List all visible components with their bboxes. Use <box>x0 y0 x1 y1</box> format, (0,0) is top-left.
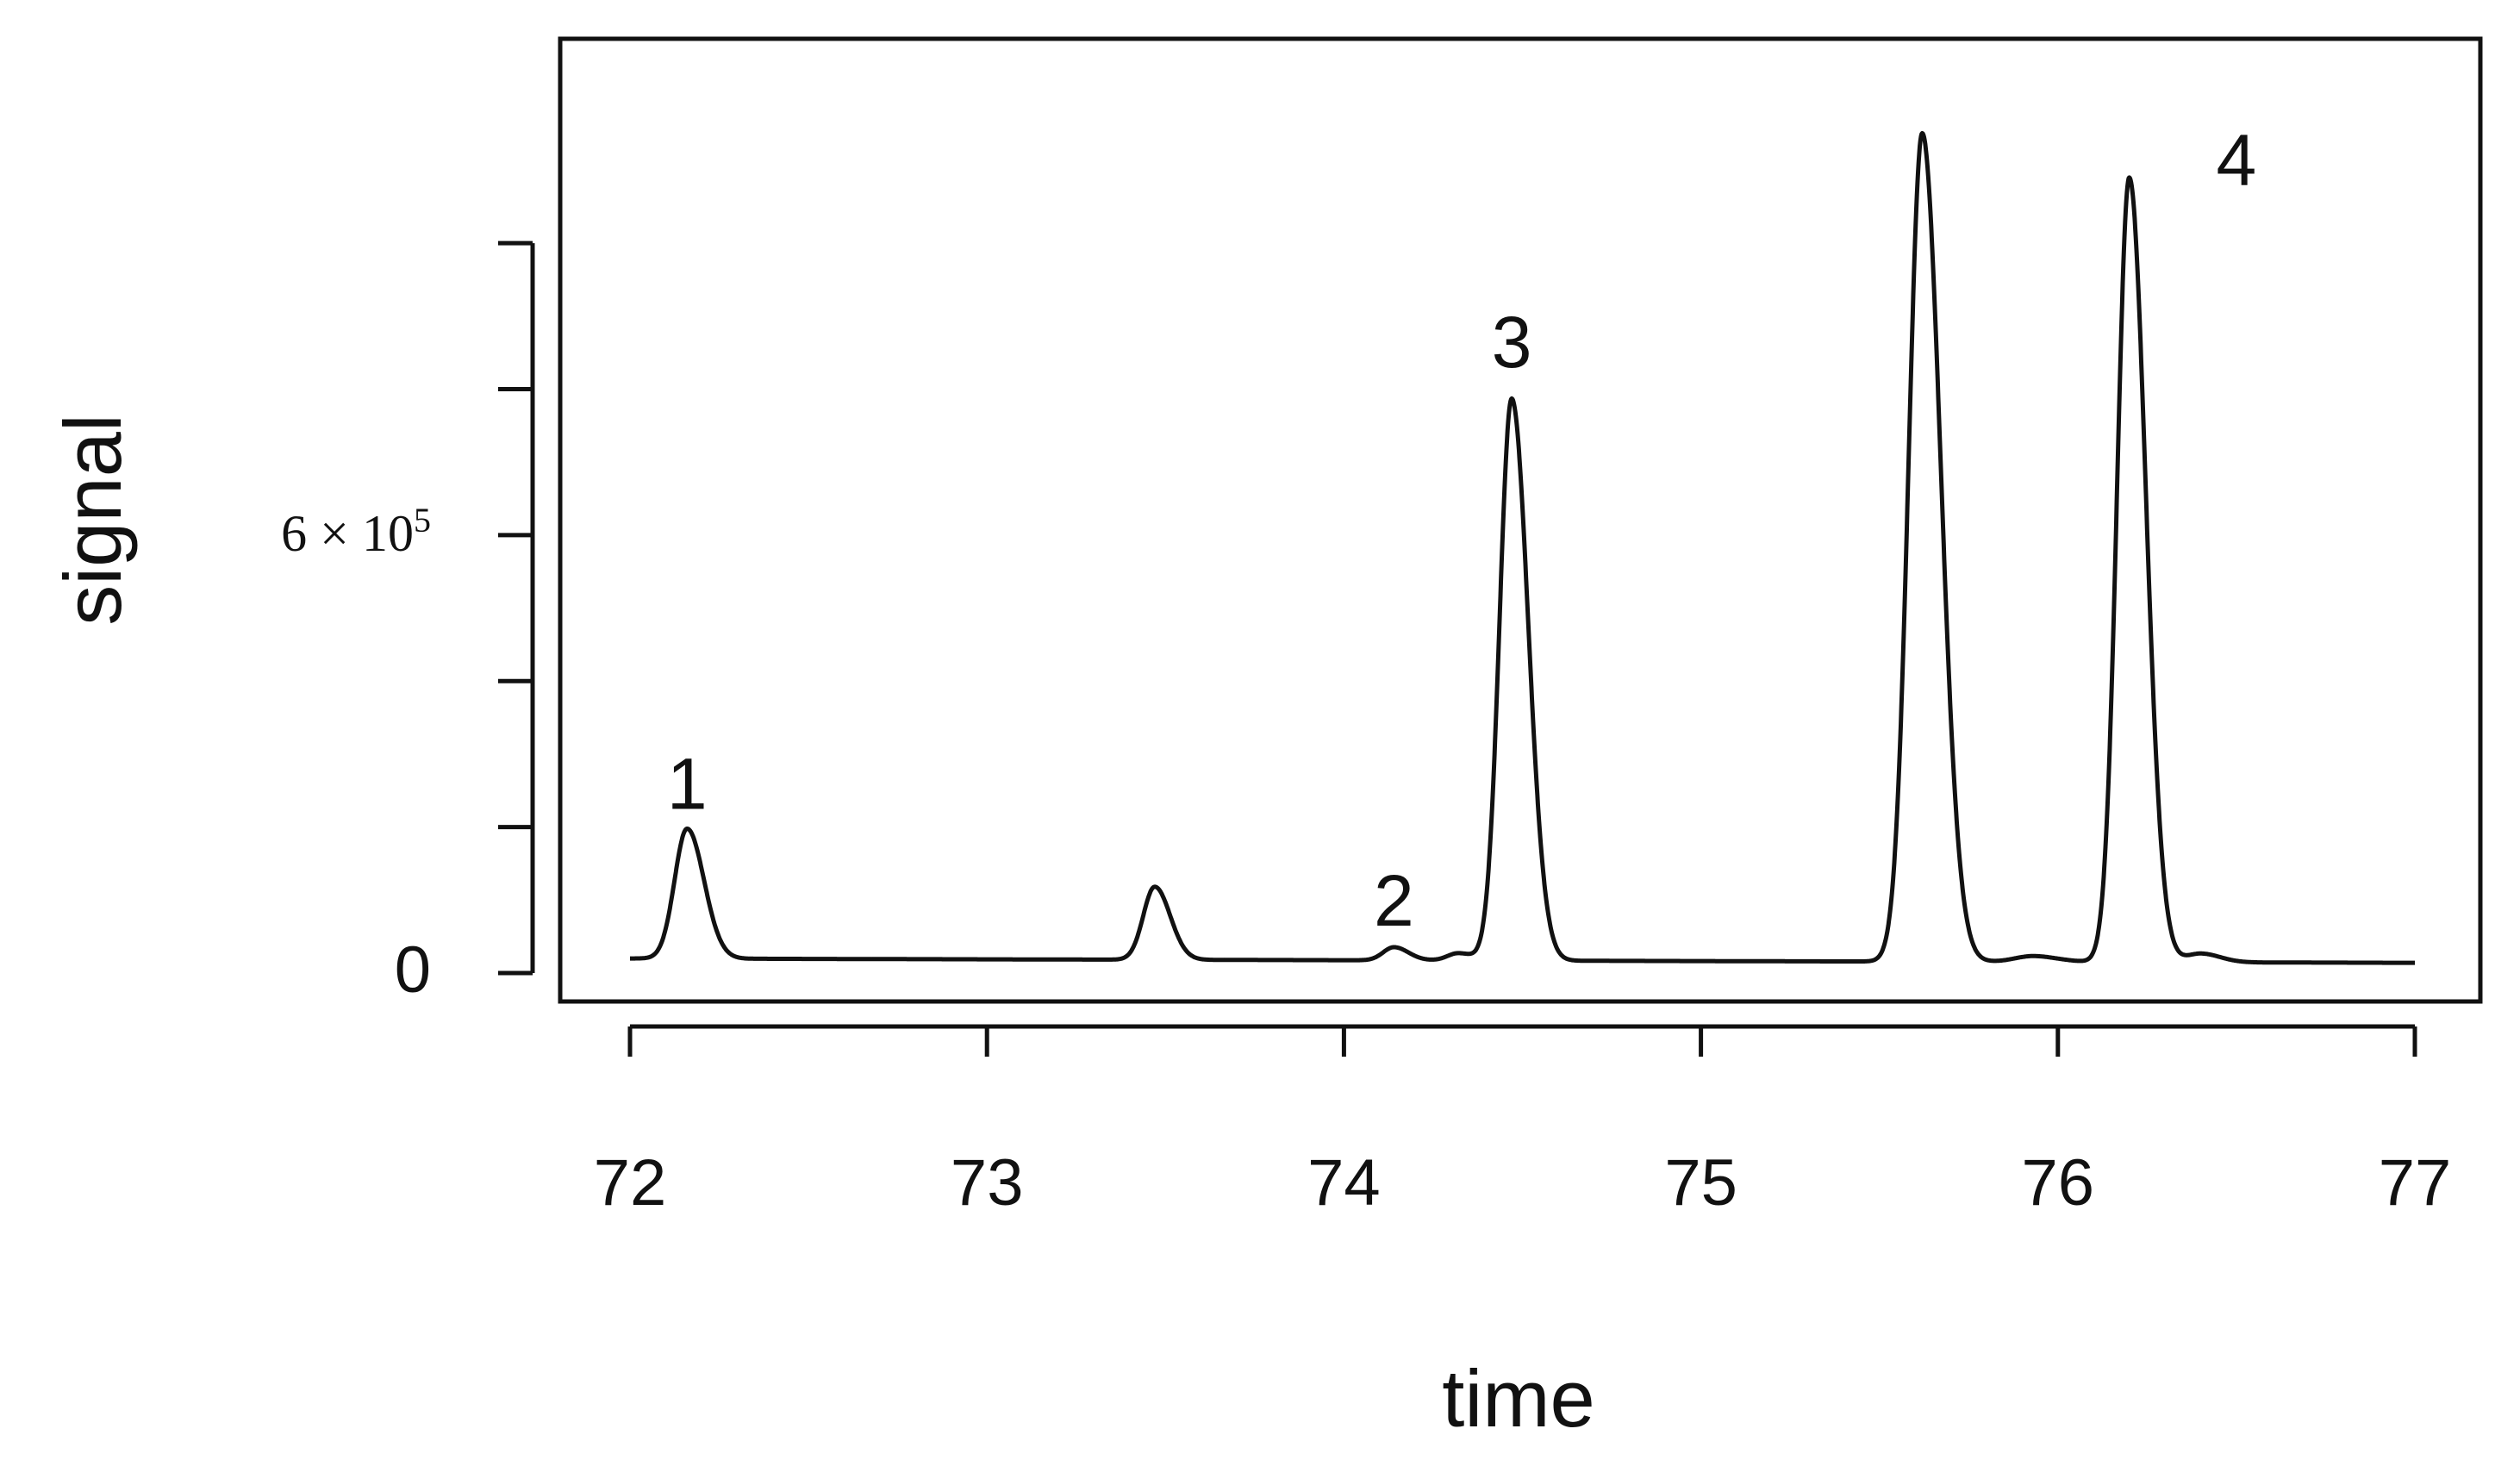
peak-label: 3 <box>1492 302 1532 383</box>
signal-series-line <box>628 131 2417 965</box>
x-tick-label: 76 <box>2022 1146 2095 1220</box>
x-tick-label: 74 <box>1307 1146 1381 1220</box>
y-tick-label: 0 <box>395 933 431 1007</box>
y-axis-title: signal <box>47 414 138 626</box>
y-tick-label: 6 × 105 <box>281 501 431 562</box>
x-axis: 72 73 74 75 76 77 <box>594 1024 2452 1220</box>
y-axis: 0 6 × 105 <box>281 240 535 1007</box>
peak-label: 2 <box>1374 860 1414 941</box>
peak-label: 1 <box>667 743 708 824</box>
peak-annotations: 1 2 3 4 <box>667 119 2256 941</box>
x-axis-title: time <box>1442 1353 1595 1444</box>
peak-label: 4 <box>2217 119 2257 200</box>
x-tick-label: 77 <box>2379 1146 2452 1220</box>
plot-frame <box>558 36 2483 1004</box>
x-tick-label: 72 <box>594 1146 667 1220</box>
x-tick-label: 75 <box>1664 1146 1737 1220</box>
x-tick-label: 73 <box>951 1146 1024 1220</box>
